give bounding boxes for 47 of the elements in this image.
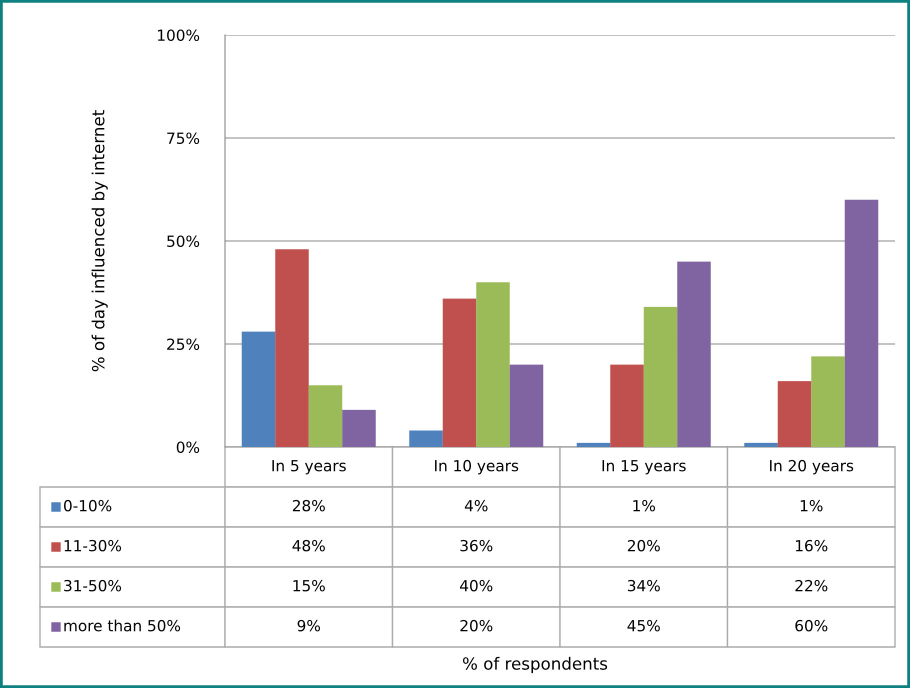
y-tick-label: 75%: [167, 132, 200, 144]
bar: [811, 356, 845, 447]
data-label: 40%: [460, 580, 492, 592]
y-tick-label: 25%: [167, 338, 200, 350]
bar: [275, 249, 309, 447]
data-label: 20%: [460, 620, 492, 632]
bar: [778, 381, 812, 447]
data-label: 16%: [796, 540, 828, 552]
x-tick-label: In 15 years: [602, 460, 686, 474]
data-label: 34%: [628, 580, 660, 592]
bar: [510, 364, 544, 447]
y-tick-label: 50%: [167, 235, 200, 248]
bar: [409, 430, 443, 447]
data-label: 1%: [800, 500, 823, 512]
x-tick-label: In 20 years: [770, 460, 854, 474]
bar: [242, 332, 276, 447]
data-label: 48%: [292, 540, 325, 552]
bar: [610, 364, 644, 447]
x-tick-label: In 5 years: [272, 460, 346, 474]
x-tick-label: In 10 years: [435, 460, 518, 474]
bar: [342, 410, 376, 447]
data-label: 4%: [464, 500, 488, 512]
data-label: 60%: [795, 620, 828, 632]
bar: [576, 442, 610, 447]
bar: [442, 298, 476, 447]
bar: [644, 306, 678, 447]
bar: [677, 262, 711, 447]
y-tick-label: 0%: [176, 441, 200, 454]
data-label: 9%: [298, 620, 320, 632]
data-label: 28%: [292, 500, 325, 512]
legend-label: 0-10%: [64, 500, 112, 512]
legend-label: 11-30%: [64, 540, 122, 552]
text: % of respondents: [462, 656, 608, 674]
legend-label: 31-50%: [64, 580, 122, 592]
bar: [744, 442, 778, 447]
y-axis-title: % of day influenced by internet: [92, 110, 108, 372]
bar: [476, 282, 510, 447]
data-label: 15%: [293, 580, 325, 592]
data-label: 36%: [460, 540, 492, 552]
bar: [844, 200, 878, 447]
y-tick-label: 100%: [158, 29, 200, 42]
data-label: 22%: [795, 580, 828, 592]
data-label: 45%: [628, 620, 660, 632]
legend-label: more than 50%: [64, 620, 180, 632]
data-label: 1%: [633, 500, 656, 512]
data-label: 20%: [628, 540, 660, 552]
bar: [308, 385, 342, 447]
